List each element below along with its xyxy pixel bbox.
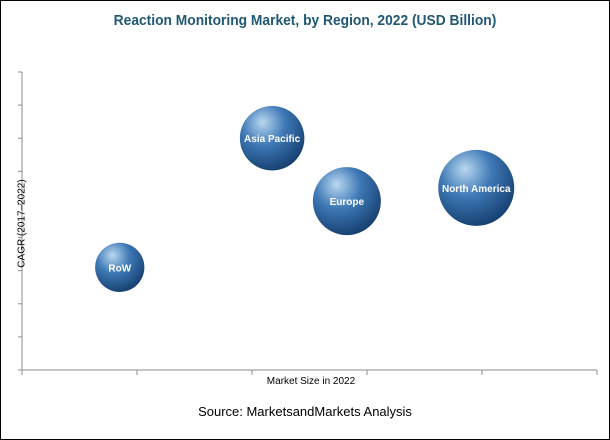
bubbles: Asia Pacific Europe North America RoW	[95, 105, 515, 292]
bubble-north-america	[438, 149, 515, 226]
source-note: Source: MarketsandMarkets Analysis	[198, 404, 412, 419]
bubble-label-europe: Europe	[330, 197, 365, 208]
y-axis-label: CAGR (2017–2022)	[16, 179, 28, 268]
bubble-asia-pacific	[239, 105, 305, 171]
bubble-row	[95, 242, 145, 292]
chart-title: Reaction Monitoring Market, by Region, 2…	[113, 12, 497, 29]
bubble-europe	[312, 167, 381, 236]
bubble-label-row: RoW	[108, 263, 131, 274]
bubble-label-asia-pacific: Asia Pacific	[244, 134, 301, 145]
bubble-label-north-america: North America	[442, 184, 511, 195]
axes	[18, 71, 598, 375]
x-axis-label: Market Size in 2022	[266, 376, 356, 387]
